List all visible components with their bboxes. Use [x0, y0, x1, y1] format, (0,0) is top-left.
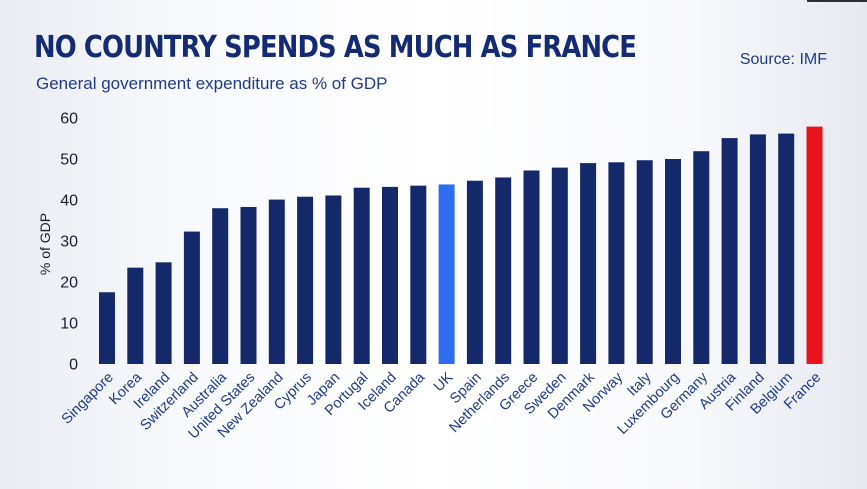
top-edge-bar: [807, 0, 867, 2]
y-tick-label: 40: [60, 193, 78, 210]
bar-sweden: [551, 167, 568, 364]
bar-spain: [466, 180, 483, 364]
bar-finland: [749, 134, 766, 364]
bar-france: [806, 126, 823, 364]
y-tick-label: 20: [60, 275, 78, 292]
bar-ireland: [155, 262, 172, 364]
y-axis-title: % of GDP: [37, 213, 53, 275]
y-tick-label: 50: [60, 152, 78, 169]
bar-norway: [608, 162, 625, 364]
bar-luxembourg: [665, 159, 681, 364]
chart-subtitle: General government expenditure as % of G…: [36, 74, 388, 93]
y-tick-label: 10: [60, 316, 78, 333]
bar-netherlands: [495, 177, 512, 364]
chart-title: NO COUNTRY SPENDS AS MUCH AS FRANCE: [34, 30, 637, 65]
bar-uk: [438, 184, 455, 364]
bar-japan: [325, 195, 342, 364]
y-tick-label: 30: [60, 234, 78, 251]
bar-denmark: [580, 163, 597, 364]
bar-portugal: [353, 187, 370, 364]
bar-cyprus: [297, 196, 314, 364]
bar-austria: [721, 138, 738, 364]
bar-switzerland: [183, 231, 200, 364]
bar-belgium: [778, 133, 795, 364]
bar-korea: [127, 267, 144, 364]
y-tick-label: 0: [69, 357, 78, 374]
bar-new-zealand: [268, 199, 285, 364]
bar-italy: [636, 160, 653, 364]
bar-singapore: [99, 292, 115, 364]
bar-united-states: [240, 206, 257, 364]
bar-australia: [212, 208, 229, 364]
bar-canada: [410, 185, 427, 364]
bar-greece: [523, 170, 540, 364]
bar-germany: [693, 151, 710, 364]
y-tick-label: 60: [60, 111, 78, 128]
bar-iceland: [382, 186, 398, 364]
source-label: Source: IMF: [739, 51, 827, 68]
